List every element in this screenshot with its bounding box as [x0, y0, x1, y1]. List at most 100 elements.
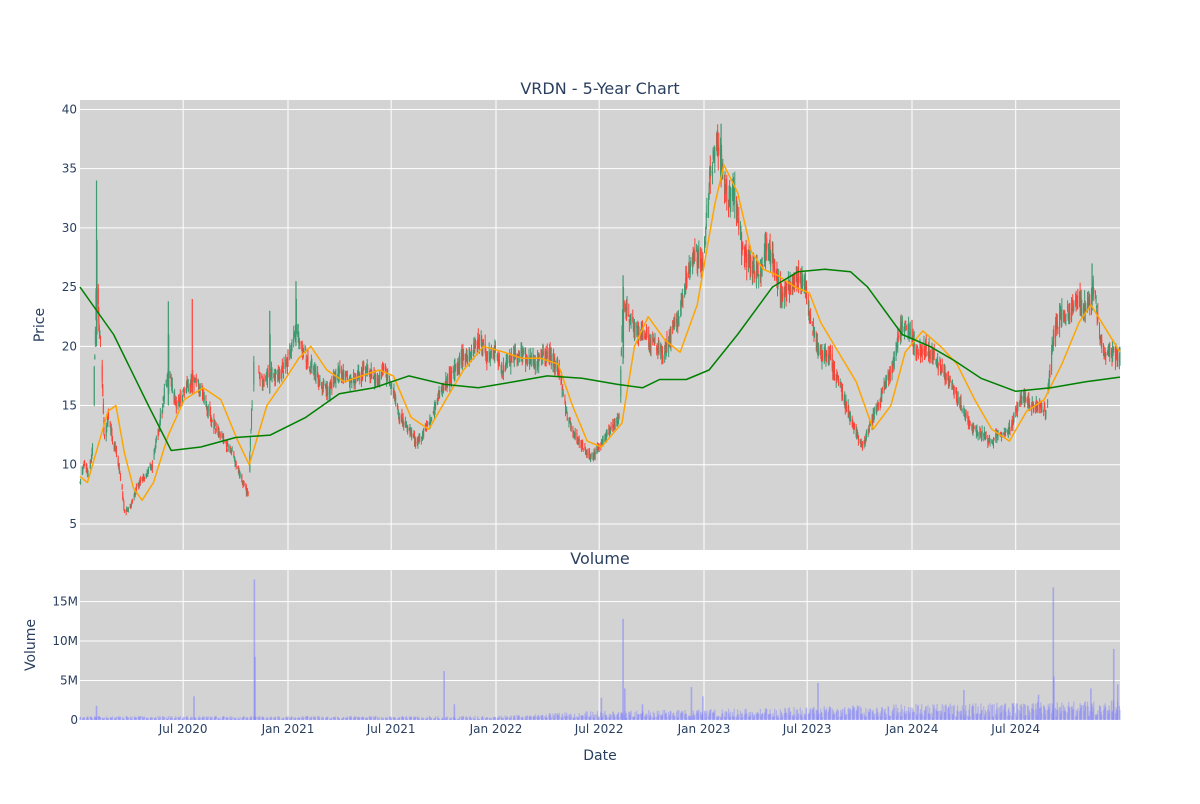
volume-bar [279, 719, 281, 720]
candle-body [311, 366, 313, 368]
volume-bar [840, 715, 842, 720]
x-axis-label: Date [583, 748, 616, 764]
candle-body [265, 375, 267, 382]
candle-body [1004, 435, 1006, 437]
volume-bar [654, 716, 656, 720]
volume-bar [677, 717, 679, 720]
candle-body [514, 349, 516, 360]
candle-body [742, 246, 744, 249]
candle-body [758, 274, 760, 277]
volume-bar [162, 716, 164, 720]
candle-body [139, 480, 141, 484]
volume-bar [766, 709, 768, 720]
volume-bar [525, 715, 527, 720]
candle-body [649, 340, 651, 345]
volume-bar [892, 709, 894, 720]
candle-body [533, 360, 535, 369]
candle-body [913, 339, 915, 349]
candle-body [190, 383, 192, 388]
volume-bar [660, 715, 662, 720]
volume-bar [980, 703, 982, 720]
volume-bar [895, 704, 897, 720]
volume-bar [776, 717, 779, 720]
candle-body [752, 261, 754, 272]
candle-body [1100, 335, 1102, 341]
volume-bar [873, 716, 875, 720]
volume-bar [558, 715, 560, 720]
candle-body [398, 417, 400, 419]
candle-body [892, 359, 894, 363]
candle-body [114, 446, 116, 448]
volume-bar [250, 716, 252, 720]
candle-body [318, 381, 320, 387]
candle-body [135, 486, 137, 489]
volume-bar [664, 710, 666, 720]
candle-body [298, 340, 300, 343]
candle-body [967, 414, 969, 419]
volume-bar [688, 715, 690, 720]
candle-body [781, 297, 783, 302]
candle-body [351, 381, 353, 383]
volume-bar [903, 711, 905, 720]
volume-bar [869, 708, 871, 720]
candle-body [433, 411, 435, 415]
candle-body [354, 379, 356, 383]
candle-body [137, 483, 139, 487]
volume-bar [1119, 709, 1121, 720]
volume-bar [664, 714, 666, 720]
candle-body [131, 501, 133, 503]
candle-body [784, 288, 786, 290]
volume-bar [622, 618, 624, 720]
candle-body [326, 387, 328, 396]
volume-bar [518, 716, 520, 720]
volume-bar [1032, 708, 1034, 720]
candle-body [206, 404, 208, 407]
volume-bar [1051, 712, 1053, 720]
candle-body [616, 418, 618, 421]
volume-bar [625, 717, 627, 720]
candle-body [725, 189, 727, 191]
candle-body [763, 252, 765, 260]
volume-bar [314, 716, 316, 720]
candle-body [584, 446, 586, 449]
x-tick-label: Jul 2021 [366, 722, 416, 736]
candle-body [205, 401, 207, 403]
volume-bar [820, 712, 822, 720]
candle-body [869, 423, 871, 426]
candle-body [395, 397, 397, 401]
candle-body [1053, 333, 1055, 338]
volume-bar [1104, 708, 1106, 720]
candle-body [226, 448, 228, 450]
volume-bar [94, 717, 96, 720]
volume-bar [209, 716, 212, 720]
volume-bar [245, 718, 247, 720]
candle-body [835, 377, 837, 380]
volume-bar [1072, 709, 1074, 720]
candle-body [704, 243, 706, 245]
volume-bar [373, 719, 375, 720]
candle-body [876, 407, 878, 412]
candle-body [530, 355, 532, 359]
candle-body [127, 508, 129, 510]
volume-bar [359, 717, 361, 720]
candle-body [893, 357, 895, 364]
candle-body [394, 397, 396, 399]
candle-body [888, 376, 890, 379]
candle-body [133, 496, 135, 498]
candle-body [897, 335, 899, 339]
candle-body [1115, 349, 1117, 355]
candle-body [182, 389, 184, 392]
volume-bar [293, 718, 295, 720]
candle-body [965, 413, 967, 420]
volume-bar [385, 716, 387, 720]
volume-bar [544, 717, 547, 720]
candle-body [151, 466, 153, 470]
volume-bar [426, 717, 428, 720]
candle-body [768, 250, 770, 253]
volume-bar [783, 713, 785, 720]
candle-body [904, 325, 906, 335]
volume-bar [482, 716, 484, 720]
price-y-tick-label: 5 [69, 517, 77, 531]
volume-bar [796, 716, 798, 720]
volume-bar [478, 718, 481, 720]
